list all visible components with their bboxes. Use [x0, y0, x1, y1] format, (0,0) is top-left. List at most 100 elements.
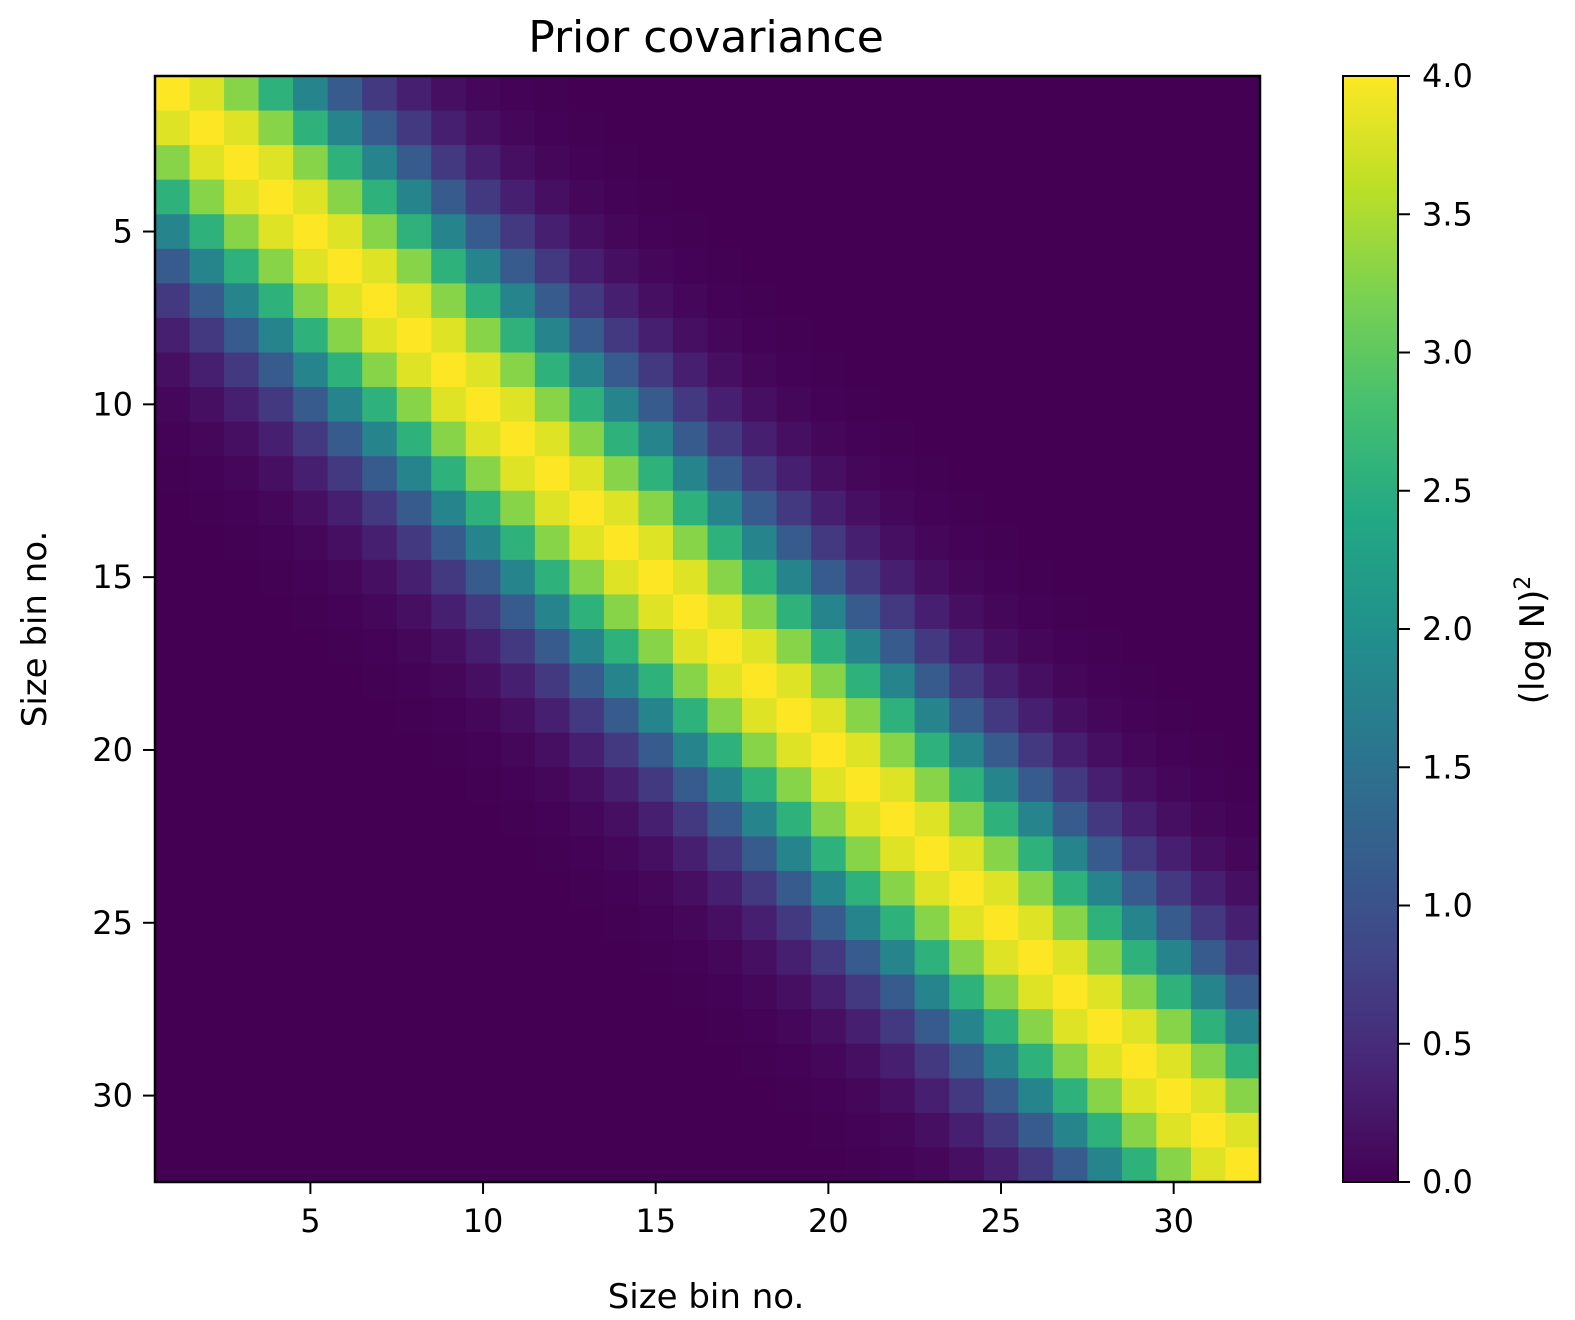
heatmap-cell [500, 663, 536, 699]
heatmap-cell [1190, 594, 1227, 630]
heatmap-cell [155, 76, 191, 112]
heatmap-cell [949, 594, 985, 630]
heatmap-cell [396, 352, 432, 388]
heatmap-cell [189, 559, 225, 596]
heatmap-cell [258, 836, 294, 872]
heatmap-cell [949, 110, 985, 146]
heatmap-cell [362, 905, 398, 941]
heatmap-cell [1225, 1078, 1261, 1114]
heatmap-cell [1087, 456, 1123, 492]
heatmap-cell [914, 767, 950, 803]
heatmap-cell [1087, 732, 1123, 768]
heatmap-cell [603, 940, 640, 976]
heatmap-cell [224, 1043, 260, 1079]
heatmap-cell [431, 974, 467, 1010]
heatmap-cell [603, 248, 640, 284]
heatmap-cell [1087, 836, 1123, 872]
heatmap-cell [258, 145, 294, 181]
heatmap-cell [949, 905, 985, 941]
heatmap-cell [880, 317, 916, 354]
heatmap-cell [949, 1009, 985, 1045]
heatmap-cell [327, 145, 363, 181]
heatmap-cell [327, 421, 363, 457]
heatmap-cell [1018, 1043, 1054, 1079]
heatmap-cell [776, 283, 812, 319]
heatmap-cell [362, 629, 398, 665]
heatmap-cell [983, 421, 1019, 457]
heatmap-cell [534, 317, 570, 354]
heatmap-cell [396, 490, 432, 526]
heatmap-cell [1225, 698, 1261, 734]
heatmap-cell [396, 732, 432, 768]
heatmap-cell [1156, 974, 1192, 1010]
heatmap-cell [569, 456, 605, 492]
heatmap-cell [189, 1009, 225, 1045]
heatmap-cell [1087, 974, 1123, 1010]
heatmap-cell [431, 317, 467, 354]
heatmap-cell [776, 801, 812, 837]
heatmap-cell [1018, 490, 1054, 526]
heatmap-cell [155, 490, 191, 526]
heatmap-cell [189, 663, 225, 699]
heatmap-cell [1225, 629, 1261, 665]
heatmap-cell [396, 1112, 432, 1149]
heatmap-cell [914, 248, 950, 284]
heatmap-cell [569, 110, 605, 146]
heatmap-cell [1087, 940, 1123, 976]
heatmap-cell [776, 629, 812, 665]
heatmap-cell [949, 214, 985, 250]
heatmap-cell [500, 525, 536, 561]
heatmap-cell [500, 801, 536, 837]
heatmap-cell [224, 387, 260, 423]
heatmap-cell [811, 283, 847, 319]
heatmap-cell [983, 905, 1019, 941]
heatmap-cell [1121, 767, 1158, 803]
heatmap-cell [707, 283, 743, 319]
heatmap-cell [1156, 1009, 1192, 1045]
heatmap-cell [224, 456, 260, 492]
heatmap-cell [776, 870, 812, 907]
heatmap-cell [880, 940, 916, 976]
heatmap-cell [258, 525, 294, 561]
heatmap-cell [811, 76, 847, 112]
heatmap-cell [534, 283, 570, 319]
heatmap-cell [569, 1147, 605, 1183]
heatmap-cell [949, 145, 985, 181]
heatmap-cell [672, 490, 709, 526]
heatmap-cell [845, 110, 881, 146]
heatmap-cell [672, 352, 709, 388]
heatmap-cell [638, 317, 674, 354]
heatmap-cell [500, 1147, 536, 1183]
heatmap-cell [983, 594, 1019, 630]
heatmap-cell [603, 490, 640, 526]
heatmap-cell [1052, 248, 1088, 284]
heatmap-cell [1052, 490, 1088, 526]
heatmap-cell [742, 110, 778, 146]
heatmap-cell [949, 179, 985, 215]
heatmap-cell [914, 456, 950, 492]
heatmap-cell [707, 629, 743, 665]
heatmap-cell [155, 559, 191, 596]
heatmap-cell [880, 836, 916, 872]
heatmap-cell [189, 836, 225, 872]
heatmap-cell [396, 698, 432, 734]
heatmap-cell [534, 421, 570, 457]
heatmap-cell [707, 698, 743, 734]
heatmap-cell [258, 940, 294, 976]
heatmap-cell [914, 76, 950, 112]
heatmap-cell [155, 732, 191, 768]
heatmap-cell [672, 559, 709, 596]
heatmap-cell [983, 767, 1019, 803]
heatmap-cell [707, 490, 743, 526]
heatmap-cell [983, 525, 1019, 561]
heatmap-cell [949, 1147, 985, 1183]
heatmap-cell [1052, 974, 1088, 1010]
heatmap-cell [811, 387, 847, 423]
heatmap-cell [707, 940, 743, 976]
heatmap-cell [707, 1078, 743, 1114]
heatmap-cell [672, 732, 709, 768]
heatmap-cell [707, 421, 743, 457]
heatmap-cell [189, 629, 225, 665]
heatmap-cell [914, 1078, 950, 1114]
